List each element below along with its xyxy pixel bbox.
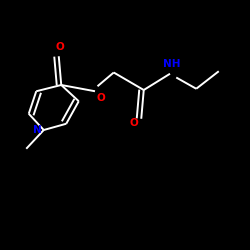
Text: O: O <box>56 42 64 52</box>
Text: N: N <box>33 125 42 135</box>
Text: O: O <box>130 118 138 128</box>
Text: NH: NH <box>163 59 181 69</box>
Text: O: O <box>97 93 106 103</box>
